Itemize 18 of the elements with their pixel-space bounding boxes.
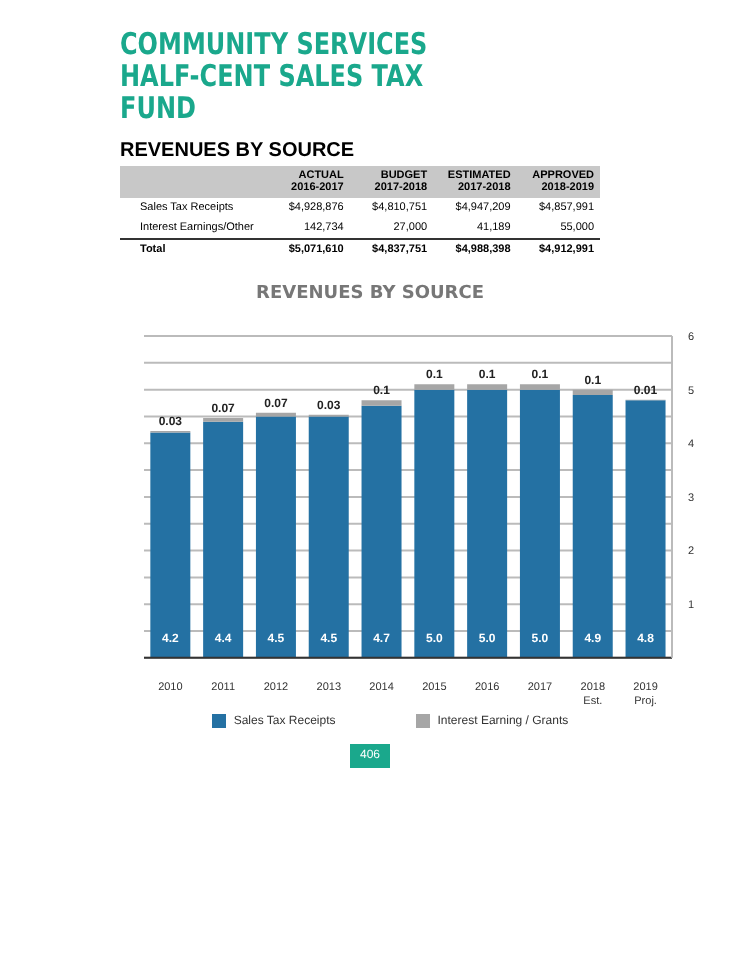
bar — [625, 400, 666, 658]
bar — [414, 389, 455, 658]
bar — [150, 432, 191, 658]
bar — [414, 384, 455, 390]
bar — [467, 389, 508, 658]
text: COMMUNITY SERVICES HALF-CENT SALES TAX FUND — [120, 26, 430, 126]
chart-title: REVENUES BY SOURCE — [254, 284, 486, 304]
bar — [519, 384, 560, 390]
bar — [203, 421, 244, 658]
bar — [255, 416, 296, 658]
bar — [308, 416, 349, 658]
bar — [361, 400, 402, 406]
bar — [572, 395, 613, 658]
bar — [467, 384, 508, 390]
bar — [361, 405, 402, 658]
bar — [572, 389, 613, 395]
text: REVENUES BY SOURCE — [120, 140, 357, 162]
bar — [519, 389, 560, 658]
